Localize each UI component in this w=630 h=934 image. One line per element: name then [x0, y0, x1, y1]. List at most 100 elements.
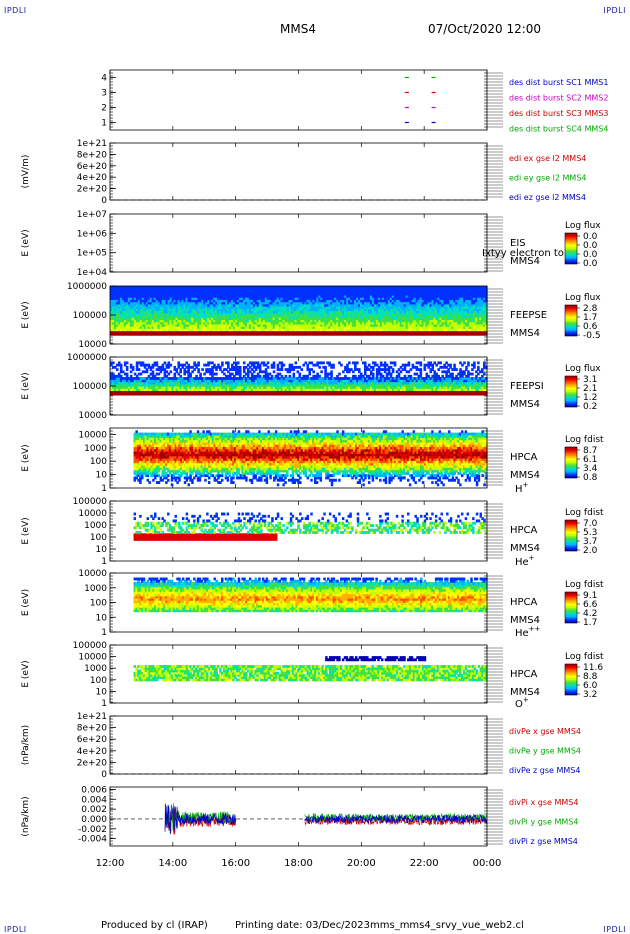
heatmap-cell	[252, 312, 256, 316]
heatmap-cell	[254, 299, 258, 303]
heatmap-cell	[229, 317, 232, 321]
heatmap-cell	[276, 321, 280, 325]
heatmap-cell	[322, 310, 325, 314]
heatmap-cell	[252, 299, 256, 303]
heatmap-cell	[183, 297, 186, 300]
heatmap-cell	[244, 319, 248, 323]
heatmap-cell	[125, 286, 129, 289]
heatmap-cell	[369, 303, 373, 307]
heatmap-cell	[308, 288, 311, 292]
heatmap-cell	[352, 317, 355, 321]
heatmap-cell	[115, 317, 119, 321]
heatmap-cell	[276, 310, 280, 314]
heatmap-cell	[163, 328, 167, 332]
heatmap-cell	[209, 306, 212, 309]
heatmap-cell	[223, 286, 226, 289]
heatmap-cell	[145, 303, 149, 307]
heatmap-cell	[221, 321, 224, 325]
heatmap-cell	[292, 315, 296, 318]
heatmap-cell	[268, 303, 272, 307]
heatmap-cell	[125, 310, 129, 314]
heatmap-cell	[286, 321, 290, 325]
heatmap-cell	[127, 330, 131, 334]
heatmap-cell	[365, 288, 369, 292]
heatmap-cell	[314, 301, 317, 305]
heatmap-cell	[187, 315, 190, 318]
heatmap-cell	[352, 306, 355, 309]
heatmap-cell	[217, 286, 220, 289]
heatmap-cell	[167, 303, 171, 307]
heatmap-cell	[356, 315, 359, 318]
heatmap-cell	[252, 315, 256, 318]
heatmap-cell	[379, 317, 383, 321]
heatmap-cell	[179, 317, 183, 321]
heatmap-cell	[125, 326, 129, 329]
heatmap-cell	[290, 332, 294, 336]
heatmap-cell	[119, 321, 123, 325]
heatmap-cell	[215, 303, 218, 307]
heatmap-cell	[233, 321, 236, 325]
heatmap-cell	[330, 297, 333, 300]
heatmap-cell	[213, 299, 216, 303]
heatmap-cell	[300, 310, 304, 314]
heatmap-cell	[131, 315, 135, 318]
heatmap-cell	[110, 297, 113, 300]
heatmap-cell	[256, 321, 260, 325]
heatmap-cell	[350, 319, 353, 323]
heatmap-cell	[246, 321, 250, 325]
heatmap-cell	[286, 292, 290, 296]
heatmap-cell	[379, 332, 383, 336]
heatmap-cell	[163, 308, 167, 312]
heatmap-cell	[217, 290, 220, 294]
heatmap-cell	[383, 301, 387, 305]
heatmap-cell	[387, 286, 391, 289]
heatmap-cell	[127, 303, 131, 307]
heatmap-cell	[185, 306, 188, 309]
heatmap-cell	[338, 297, 341, 300]
heatmap-cell	[280, 290, 284, 294]
heatmap-cell	[306, 310, 310, 314]
heatmap-cell	[375, 326, 379, 329]
heatmap-cell	[236, 361, 240, 365]
heatmap-cell	[342, 301, 345, 305]
heatmap-cell	[296, 315, 300, 318]
heatmap-cell	[274, 290, 278, 294]
heatmap-cell	[296, 323, 300, 327]
heatmap-cell	[171, 312, 175, 316]
heatmap-cell	[238, 301, 242, 305]
heatmap-cell	[242, 321, 246, 325]
heatmap-cell	[286, 286, 290, 289]
heatmap-cell	[223, 317, 226, 321]
heatmap-cell	[312, 292, 315, 296]
heatmap-cell	[381, 330, 385, 334]
heatmap-cell	[127, 297, 131, 300]
heatmap-cell	[290, 288, 294, 292]
heatmap-cell	[302, 319, 306, 323]
heatmap-cell	[155, 297, 159, 300]
heatmap-cell	[129, 317, 133, 321]
heatmap-cell	[110, 328, 113, 332]
heatmap-cell	[286, 299, 290, 303]
heatmap-cell	[260, 306, 264, 309]
heatmap-cell	[115, 299, 119, 303]
heatmap-cell	[175, 297, 179, 300]
heatmap-cell	[360, 312, 363, 316]
heatmap-cell	[360, 319, 363, 323]
heatmap-cell	[358, 317, 361, 321]
heatmap-cell	[336, 288, 339, 292]
heatmap-cell	[371, 306, 375, 309]
heatmap-cell	[199, 286, 202, 289]
heatmap-cell	[373, 290, 377, 294]
heatmap-cell	[290, 301, 294, 305]
heatmap-cell	[205, 330, 208, 334]
heatmap-cell	[121, 321, 125, 325]
heatmap-cell	[379, 330, 383, 334]
heatmap-cell	[316, 290, 319, 294]
heatmap-cell	[163, 297, 167, 300]
heatmap-cell	[300, 303, 304, 307]
heatmap-cell	[238, 303, 242, 307]
heatmap-cell	[387, 294, 391, 298]
heatmap-cell	[203, 286, 206, 289]
heatmap-cell	[399, 328, 403, 332]
heatmap-cell	[235, 330, 238, 334]
